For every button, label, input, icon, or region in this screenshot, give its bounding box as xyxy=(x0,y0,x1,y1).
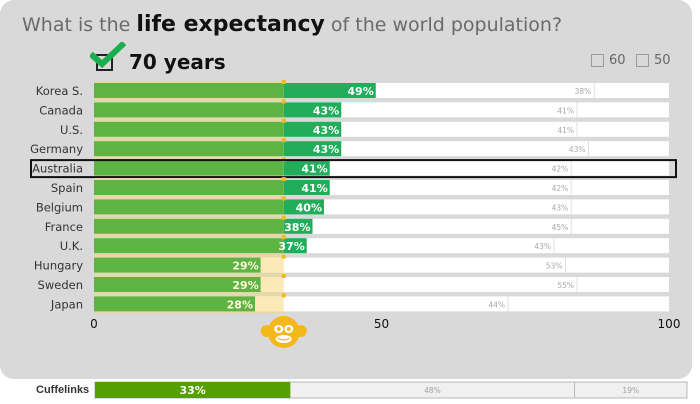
bar-correct-above-monkey xyxy=(283,102,342,118)
reference-marker xyxy=(281,118,286,123)
option-label: 50 xyxy=(654,52,671,68)
cuffelinks-label: Cuffelinks xyxy=(36,384,90,396)
category-label: Sweden xyxy=(38,278,83,292)
summary-label-60: 48% xyxy=(424,386,441,395)
bar-label-correct: 29% xyxy=(232,260,258,273)
bar-label-correct: 41% xyxy=(301,163,327,176)
title-prefix: What is the xyxy=(22,14,137,36)
reference-marker xyxy=(281,177,286,181)
option-60[interactable]: 60 xyxy=(591,52,626,68)
reference-marker xyxy=(281,254,286,259)
bar-label-other: 41% xyxy=(557,126,574,135)
reference-marker xyxy=(281,80,286,84)
bar-monkey-gap xyxy=(260,277,284,292)
bar-monkey-gap xyxy=(255,296,284,312)
summary-label-correct: 33% xyxy=(180,384,206,397)
category-label: Japan xyxy=(50,297,83,311)
reference-marker xyxy=(281,293,286,298)
reference-marker xyxy=(281,138,286,143)
bar-label-other: 41% xyxy=(557,106,574,115)
bar-correct-above-monkey xyxy=(283,121,342,137)
bar-label-correct: 28% xyxy=(227,298,253,311)
option-label: 60 xyxy=(609,52,626,68)
bar-label-other: 43% xyxy=(552,203,569,212)
bar-label-correct: 40% xyxy=(296,201,322,214)
bar-label-correct: 41% xyxy=(301,182,327,195)
bar-label-other: 43% xyxy=(534,242,551,251)
bar-label-correct: 43% xyxy=(313,124,339,137)
bar-correct-segment xyxy=(94,141,284,157)
title-suffix: of the world population? xyxy=(324,14,563,36)
x-tick-label: 0 xyxy=(90,317,98,331)
bar-correct-above-monkey xyxy=(283,160,330,176)
category-label: Spain xyxy=(51,181,83,195)
bar-correct-above-monkey xyxy=(283,218,313,234)
bar-label-other: 44% xyxy=(488,300,505,309)
bar-label-correct: 43% xyxy=(313,104,339,117)
bar-label-correct: 38% xyxy=(284,221,310,234)
bar-correct-segment xyxy=(94,277,261,292)
x-tick-label: 100 xyxy=(658,317,681,331)
bar-correct-segment xyxy=(94,296,255,312)
bar-label-correct: 37% xyxy=(278,240,304,253)
bar-correct-segment xyxy=(94,121,284,137)
bar-correct-segment xyxy=(94,180,284,195)
bar-correct-segment xyxy=(94,102,284,118)
summary-bar-correct xyxy=(95,382,291,398)
bar-label-correct: 49% xyxy=(347,85,373,98)
category-label: Australia xyxy=(32,162,83,176)
check-icon xyxy=(90,42,126,69)
bar-label-correct: 29% xyxy=(232,279,258,292)
bar-label-correct: 43% xyxy=(313,143,339,156)
bar-correct-above-monkey xyxy=(283,199,324,215)
bar-correct-above-monkey xyxy=(283,141,342,157)
option-50[interactable]: 50 xyxy=(636,52,671,68)
highlighted-row-outline xyxy=(30,159,677,179)
bar-correct-segment xyxy=(94,238,284,254)
reference-marker xyxy=(281,235,286,240)
bar-correct-above-monkey xyxy=(283,238,307,254)
answer-label: 70 years xyxy=(129,50,226,74)
bar-correct-above-monkey xyxy=(283,180,330,195)
question-title: What is the life expectancy of the world… xyxy=(22,12,562,37)
category-label: Hungary xyxy=(34,259,83,273)
bar-monkey-gap xyxy=(260,257,284,273)
reference-marker xyxy=(281,196,286,201)
bar-correct-segment xyxy=(94,257,261,273)
bar-correct-segment xyxy=(94,160,284,176)
bar-correct-segment xyxy=(94,199,284,215)
bar-correct-above-monkey xyxy=(283,83,376,98)
category-label: U.S. xyxy=(60,123,83,137)
bar-label-other: 55% xyxy=(557,281,574,290)
bar-label-other: 38% xyxy=(575,87,592,96)
category-label: Germany xyxy=(30,142,83,156)
bar-correct-segment xyxy=(94,218,284,234)
reference-marker xyxy=(281,99,286,104)
bar-label-other: 42% xyxy=(552,184,569,193)
category-label: Canada xyxy=(39,103,83,117)
monkey-icon xyxy=(260,316,307,348)
bar-label-other: 45% xyxy=(552,223,569,232)
x-tick-label: 50 xyxy=(374,317,389,331)
bar-label-other: 42% xyxy=(552,165,569,174)
category-label: U.K. xyxy=(60,239,83,253)
bar-label-other: 43% xyxy=(569,145,586,154)
reference-marker xyxy=(281,215,286,220)
category-label: France xyxy=(45,220,83,234)
bar-correct-segment xyxy=(94,83,284,98)
category-label: Belgium xyxy=(36,200,83,214)
bar-label-other: 53% xyxy=(546,262,563,271)
reference-marker xyxy=(281,274,286,278)
option-checkbox[interactable] xyxy=(636,53,649,67)
summary-label-50: 19% xyxy=(622,386,639,395)
title-emphasis: life expectancy xyxy=(136,12,325,37)
category-label: Korea S. xyxy=(36,84,83,98)
option-checkbox[interactable] xyxy=(591,53,604,67)
